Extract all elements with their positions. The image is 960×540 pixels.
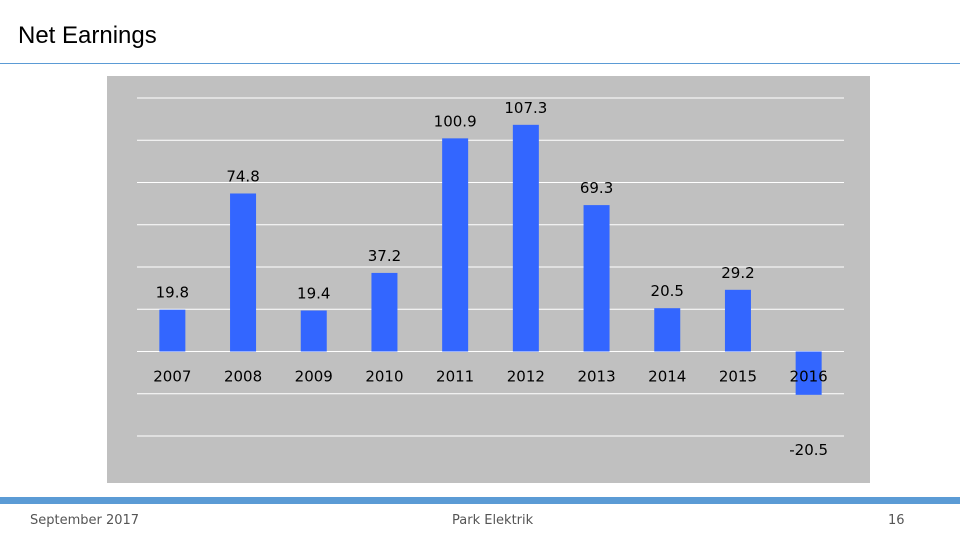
data-label: 107.3 [504, 99, 547, 117]
x-tick-label: 2008 [224, 368, 262, 386]
data-label: 19.4 [297, 285, 330, 303]
footer-company: Park Elektrik [452, 513, 534, 528]
bar-2009 [300, 310, 327, 352]
data-label: 100.9 [434, 112, 477, 130]
x-tick-label: 2011 [436, 368, 474, 386]
data-label: 69.3 [580, 179, 613, 197]
slide-title: Net Earnings [18, 22, 157, 49]
bar-2013 [583, 205, 610, 352]
x-tick-label: 2013 [577, 368, 615, 386]
x-tick-label: 2015 [719, 368, 757, 386]
data-label: -20.5 [789, 441, 828, 459]
x-tick-label: 2012 [507, 368, 545, 386]
footer-divider [0, 497, 960, 504]
bar-2008 [230, 193, 257, 352]
bar-2012 [512, 124, 539, 352]
net-earnings-bar-chart: 2007 19.8 2008 74.8 2009 19.4 2010 37.2 2011 100.… [137, 97, 844, 459]
bar-2015 [724, 289, 751, 352]
x-tick-label: 2010 [365, 368, 403, 386]
x-tick-label: 2009 [295, 368, 333, 386]
page-number: 16 [888, 513, 905, 528]
x-tick-label: 2007 [153, 368, 191, 386]
bar-2007 [159, 309, 186, 352]
x-tick-label: 2014 [648, 368, 686, 386]
bar-2010 [371, 272, 398, 352]
data-label: 74.8 [226, 167, 259, 185]
bar-2016 [795, 351, 822, 395]
title-divider [0, 63, 960, 64]
data-label: 19.8 [156, 284, 189, 302]
bar-chart-panel: 2007 19.8 2008 74.8 2009 19.4 2010 37.2 2011 100.… [107, 76, 870, 483]
data-label: 20.5 [651, 282, 684, 300]
footer-date: September 2017 [30, 513, 140, 528]
bar-2011 [442, 138, 469, 352]
bar-2014 [654, 308, 681, 352]
data-label: 29.2 [721, 264, 754, 282]
x-tick-label: 2016 [790, 368, 828, 386]
data-label: 37.2 [368, 247, 401, 265]
